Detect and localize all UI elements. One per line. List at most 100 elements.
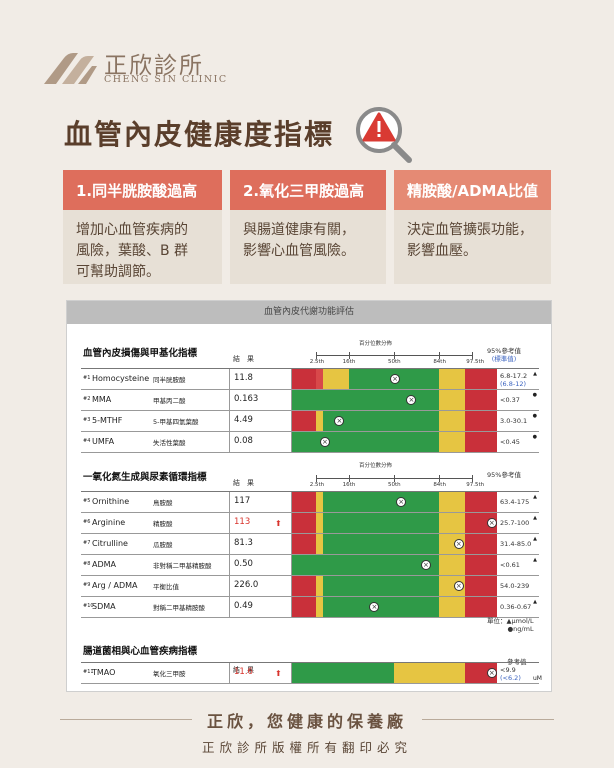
biomarker-row: #4 UMFA 失活性葉酸 0.08 × <0.45 ● [81,432,539,453]
biomarker-chinese-name: 平衡比值 [153,583,179,591]
footer-slogan: 正欣，您健康的保養廠 [206,712,407,731]
bar-zone [316,369,324,389]
bar-zone [349,390,395,410]
result-value: 117 [229,492,273,512]
bar-zone [438,369,467,389]
footer-copyright: 正欣診所版權所有翻印必究 [201,740,412,755]
result-value: 113 [229,513,273,533]
reference-value: 54.0-239 [500,582,530,590]
biomarker-table: #11 TMAO 氧化三甲胺 11.6 ⬆ × <9.9 (<6.2) uM [81,662,542,684]
bar-zone [394,432,440,452]
percentile-bar: × [291,369,497,389]
reference-target-value: (<6.2) [500,674,521,682]
biomarker-chinese-name: 鳥胺酸 [153,499,173,507]
footer-divider-right [422,719,554,720]
percentile-tick [439,475,441,482]
percentile-tick-label: 50th [388,359,401,365]
reference-value: <0.45 [500,438,520,446]
bar-zone [349,492,395,512]
bar-zone [349,663,395,683]
result-column-label: 結 果 [233,355,254,363]
high-arrow-icon: ⬆ [275,669,282,678]
percentile-tick [439,352,441,359]
bar-zone [292,555,318,575]
bar-zone [465,432,497,452]
bar-zone [438,597,467,617]
page-title: 血管內皮健康度指標 [64,118,335,151]
bar-zone [465,369,497,389]
bar-zone [394,663,440,683]
section-title: 腸道菌相與心血管疾病指標 [83,646,198,657]
bar-zone [438,390,467,410]
bar-zone [438,513,467,533]
section-title: 血管內皮損傷與甲基化指標 [83,348,198,359]
card-body: 決定血管擴張功能， 影響血壓。 [394,210,551,262]
percentile-tick [315,352,317,359]
card-line: 可幫助調節。 [76,264,160,280]
row-number: #3 [83,417,91,423]
result-value: 81.3 [229,534,273,554]
bar-zone [394,369,440,389]
bar-zone [292,663,318,683]
bar-zone [292,369,318,389]
reference-range: 31.4-85.0 [500,540,531,548]
card-title: 2.氧化三甲胺過高 [230,170,386,210]
biomarker-row: #3 5-MTHF 5-甲基四氫葉酸 4.49 × 3.0-30.1 ● [81,411,539,432]
unit-marker-icon: ▲ [533,557,537,563]
biomarker-english-name: Ornithine [92,497,130,506]
percentile-bar: × [291,597,497,617]
biomarker-row: #11 TMAO 氧化三甲胺 11.6 ⬆ × <9.9 (<6.2) uM [81,663,542,684]
percentile-tick-label: 2.5th [309,359,325,365]
reference-range: <0.37 [500,396,520,404]
bar-zone [316,555,324,575]
reference-value: 31.4-85.0 [500,540,532,548]
result-column-label: 結 果 [233,479,254,487]
bar-zone [322,534,351,554]
biomarker-chinese-name: 非對稱二甲基精胺酸 [153,562,212,570]
unit-note: 單位：▲μmol/L ●ng/mL [487,617,534,633]
bar-zone [322,576,351,596]
biomarker-row: #10 SDMA 對稱二甲基精胺酸 0.49 × 0.36-0.67 ▲ [81,597,539,618]
biomarker-english-name: MMA [92,395,112,404]
reference-sub-label: (標準值) [491,355,517,363]
row-number: #1 [83,375,91,381]
percentile-bar: × [291,555,497,575]
percentile-axis-title: 百分位數分佈 [359,463,393,469]
clinic-logo: 正欣診所 CHENG SIN CLINIC [42,44,226,94]
row-number: #2 [83,396,91,402]
bar-zone [292,411,318,431]
bar-zone [465,576,497,596]
biomarker-english-name: ADMA [92,560,117,569]
reference-range: 0.36-0.67 [500,603,531,611]
bar-zone [322,390,351,410]
bar-zone [316,513,324,533]
bar-zone [292,513,318,533]
bar-zone [394,555,440,575]
bar-zone [316,411,324,431]
bar-zone [438,411,467,431]
bar-zone [349,555,395,575]
percentile-tick-label: 16th [342,482,356,488]
percentile-tick [472,475,474,482]
info-card-homocysteine: 1.同半胱胺酸過高 增加心血管疾病的 風險，葉酸、B 群 可幫助調節。 [63,170,222,284]
percentile-tick-label: 84th [433,359,446,365]
biomarker-english-name: Arginine [92,518,126,527]
bar-zone [349,576,395,596]
bar-zone [292,597,318,617]
unit-marker-icon: ▲ [533,371,537,377]
bar-zone [316,492,324,512]
bar-zone [316,576,324,596]
reference-label-text: 95%參考值 [487,347,521,355]
section-title: 一氧化氮生成與尿素循環指標 [83,472,207,483]
unit-text: uM [533,675,542,682]
percentile-tick [348,352,350,359]
biomarker-table: #1 Homocysteine 同半胱胺酸 11.8 × 6.8-17.2 (6.8-12)… [81,368,539,453]
row-number: #4 [83,438,91,444]
row-number: #7 [83,540,91,546]
biomarker-chinese-name: 5-甲基四氫葉酸 [153,418,199,426]
result-value: 0.50 [229,555,273,575]
card-line: 與腸道健康有關， [243,222,355,238]
percentile-bar: × [291,432,497,452]
reference-value: 0.36-0.67 [500,603,532,611]
bar-zone [465,411,497,431]
